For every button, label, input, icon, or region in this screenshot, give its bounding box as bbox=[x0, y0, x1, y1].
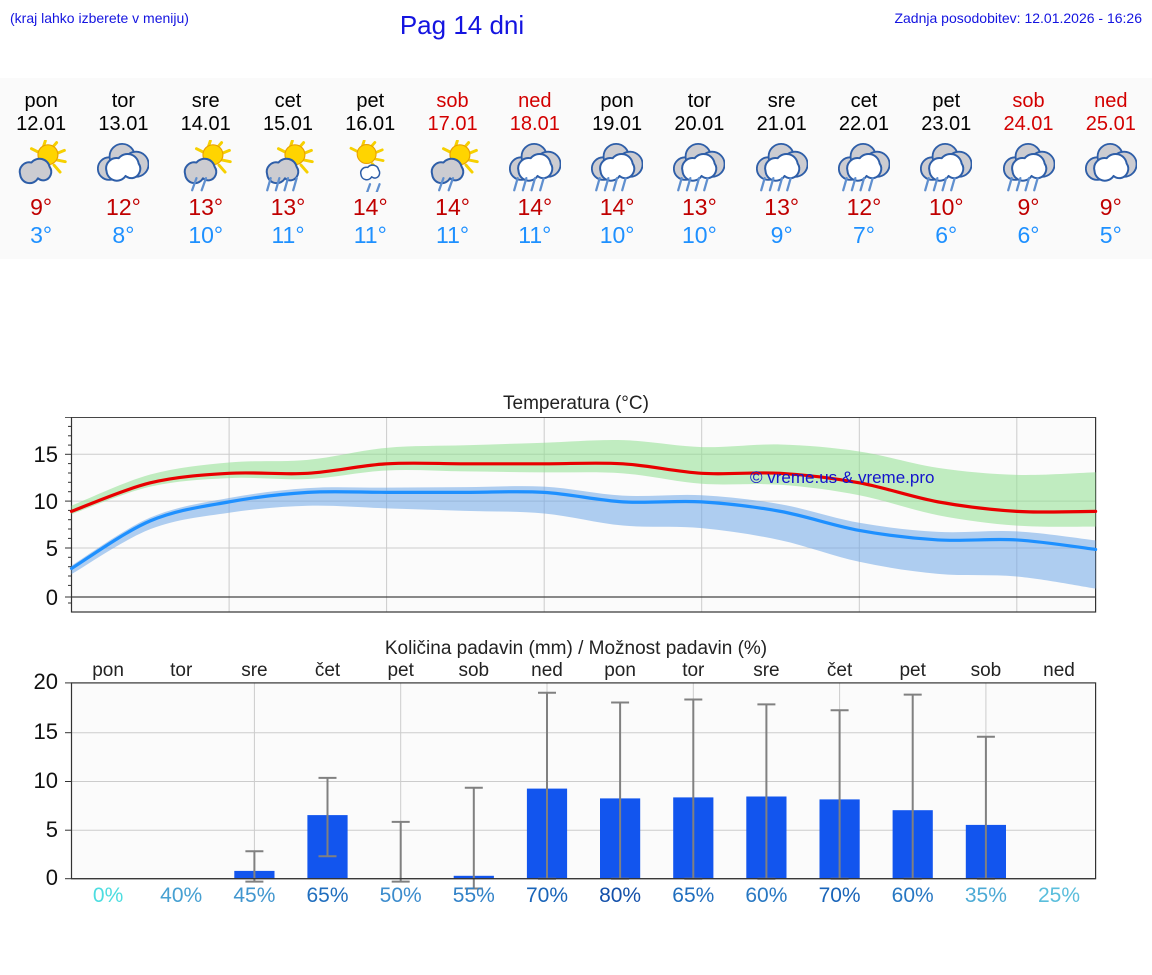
svg-text:5: 5 bbox=[46, 536, 58, 561]
svg-text:© vreme.us & vreme.pro: © vreme.us & vreme.pro bbox=[750, 468, 934, 487]
svg-text:sre: sre bbox=[753, 662, 779, 681]
svg-text:tor: tor bbox=[170, 662, 193, 681]
svg-text:60%: 60% bbox=[745, 884, 787, 902]
svg-text:sob: sob bbox=[458, 662, 489, 681]
svg-text:tor: tor bbox=[682, 662, 705, 681]
svg-text:5: 5 bbox=[46, 817, 58, 842]
svg-text:čet: čet bbox=[827, 662, 853, 681]
svg-text:25%: 25% bbox=[1038, 884, 1080, 902]
svg-text:60%: 60% bbox=[892, 884, 934, 902]
svg-text:sre: sre bbox=[241, 662, 267, 681]
svg-text:sob: sob bbox=[971, 662, 1002, 681]
svg-text:0%: 0% bbox=[93, 884, 123, 902]
svg-text:80%: 80% bbox=[599, 884, 641, 902]
svg-text:ned: ned bbox=[531, 662, 563, 681]
svg-text:10: 10 bbox=[34, 489, 58, 514]
svg-text:10: 10 bbox=[34, 768, 58, 793]
svg-text:0: 0 bbox=[46, 585, 58, 610]
svg-text:pet: pet bbox=[387, 662, 414, 681]
svg-text:čet: čet bbox=[315, 662, 341, 681]
svg-text:0: 0 bbox=[46, 865, 58, 890]
svg-text:35%: 35% bbox=[965, 884, 1007, 902]
svg-text:pet: pet bbox=[899, 662, 926, 681]
svg-text:15: 15 bbox=[34, 442, 58, 467]
svg-text:65%: 65% bbox=[306, 884, 348, 902]
svg-text:pon: pon bbox=[604, 662, 636, 681]
svg-text:15: 15 bbox=[34, 719, 58, 744]
svg-text:40%: 40% bbox=[160, 884, 202, 902]
svg-text:70%: 70% bbox=[526, 884, 568, 902]
svg-text:50%: 50% bbox=[380, 884, 422, 902]
svg-text:ned: ned bbox=[1043, 662, 1075, 681]
svg-text:45%: 45% bbox=[233, 884, 275, 902]
svg-text:pon: pon bbox=[92, 662, 124, 681]
svg-text:70%: 70% bbox=[819, 884, 861, 902]
svg-text:55%: 55% bbox=[453, 884, 495, 902]
svg-text:20: 20 bbox=[34, 669, 58, 694]
svg-text:65%: 65% bbox=[672, 884, 714, 902]
